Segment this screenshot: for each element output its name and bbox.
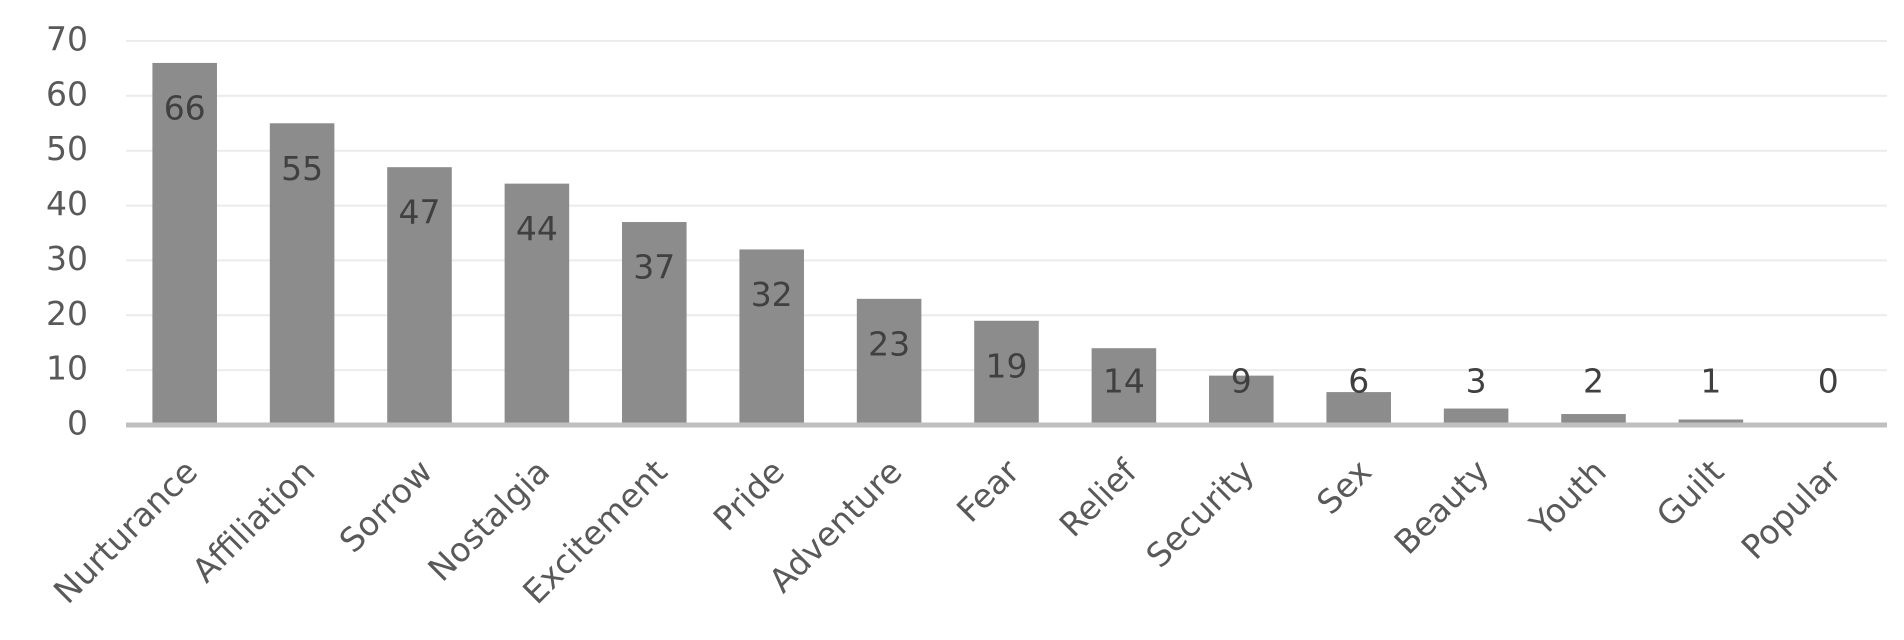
x-tick-label: Guilt xyxy=(1649,452,1732,535)
bar xyxy=(504,183,570,425)
data-label: 3 xyxy=(1466,362,1487,401)
data-label: 14 xyxy=(1103,362,1145,401)
data-label: 2 xyxy=(1583,362,1604,401)
y-tick-label: 0 xyxy=(67,404,88,443)
data-label: 66 xyxy=(164,88,206,127)
data-label: 47 xyxy=(399,193,441,232)
y-tick-label: 50 xyxy=(46,129,88,168)
data-label: 23 xyxy=(868,324,910,363)
x-tick-label: Nurturance xyxy=(46,452,205,611)
data-label: 9 xyxy=(1231,362,1252,401)
x-tick-label: Relief xyxy=(1052,451,1146,545)
y-tick-label: 30 xyxy=(46,239,88,278)
bar xyxy=(1209,375,1274,425)
bar xyxy=(152,62,217,425)
x-tick-label: Security xyxy=(1138,452,1261,575)
data-label: 37 xyxy=(633,248,675,287)
y-tick-label: 10 xyxy=(46,349,88,388)
bar xyxy=(1091,348,1157,425)
bar xyxy=(1326,392,1391,425)
y-tick-label: 70 xyxy=(46,20,88,59)
bar xyxy=(1561,414,1626,425)
data-label: 32 xyxy=(751,275,793,314)
x-tick-label: Affiliation xyxy=(184,452,322,590)
y-tick-label: 60 xyxy=(46,74,88,113)
bar xyxy=(1443,408,1509,425)
data-label: 55 xyxy=(281,149,323,188)
data-label: 19 xyxy=(986,346,1028,385)
x-tick-label: Popular xyxy=(1734,451,1849,566)
bar xyxy=(387,167,452,425)
bar xyxy=(622,222,687,425)
bar xyxy=(1678,419,1744,425)
data-label: 0 xyxy=(1818,362,1839,401)
data-label: 1 xyxy=(1700,362,1721,401)
x-tick-label: Sex xyxy=(1309,452,1379,522)
x-tick-label: Beauty xyxy=(1386,452,1496,562)
data-label: 44 xyxy=(516,209,558,248)
x-tick-label: Pride xyxy=(706,452,792,538)
y-tick-label: 20 xyxy=(46,294,88,333)
data-label: 6 xyxy=(1348,362,1369,401)
bar xyxy=(739,249,804,425)
y-tick-label: 40 xyxy=(46,184,88,223)
bar xyxy=(856,298,922,425)
x-tick-label: Youth xyxy=(1521,452,1613,544)
x-tick-label: Sorrow xyxy=(332,452,440,560)
x-tick-label: Fear xyxy=(949,451,1027,529)
bar xyxy=(974,320,1039,425)
bar xyxy=(269,123,335,426)
